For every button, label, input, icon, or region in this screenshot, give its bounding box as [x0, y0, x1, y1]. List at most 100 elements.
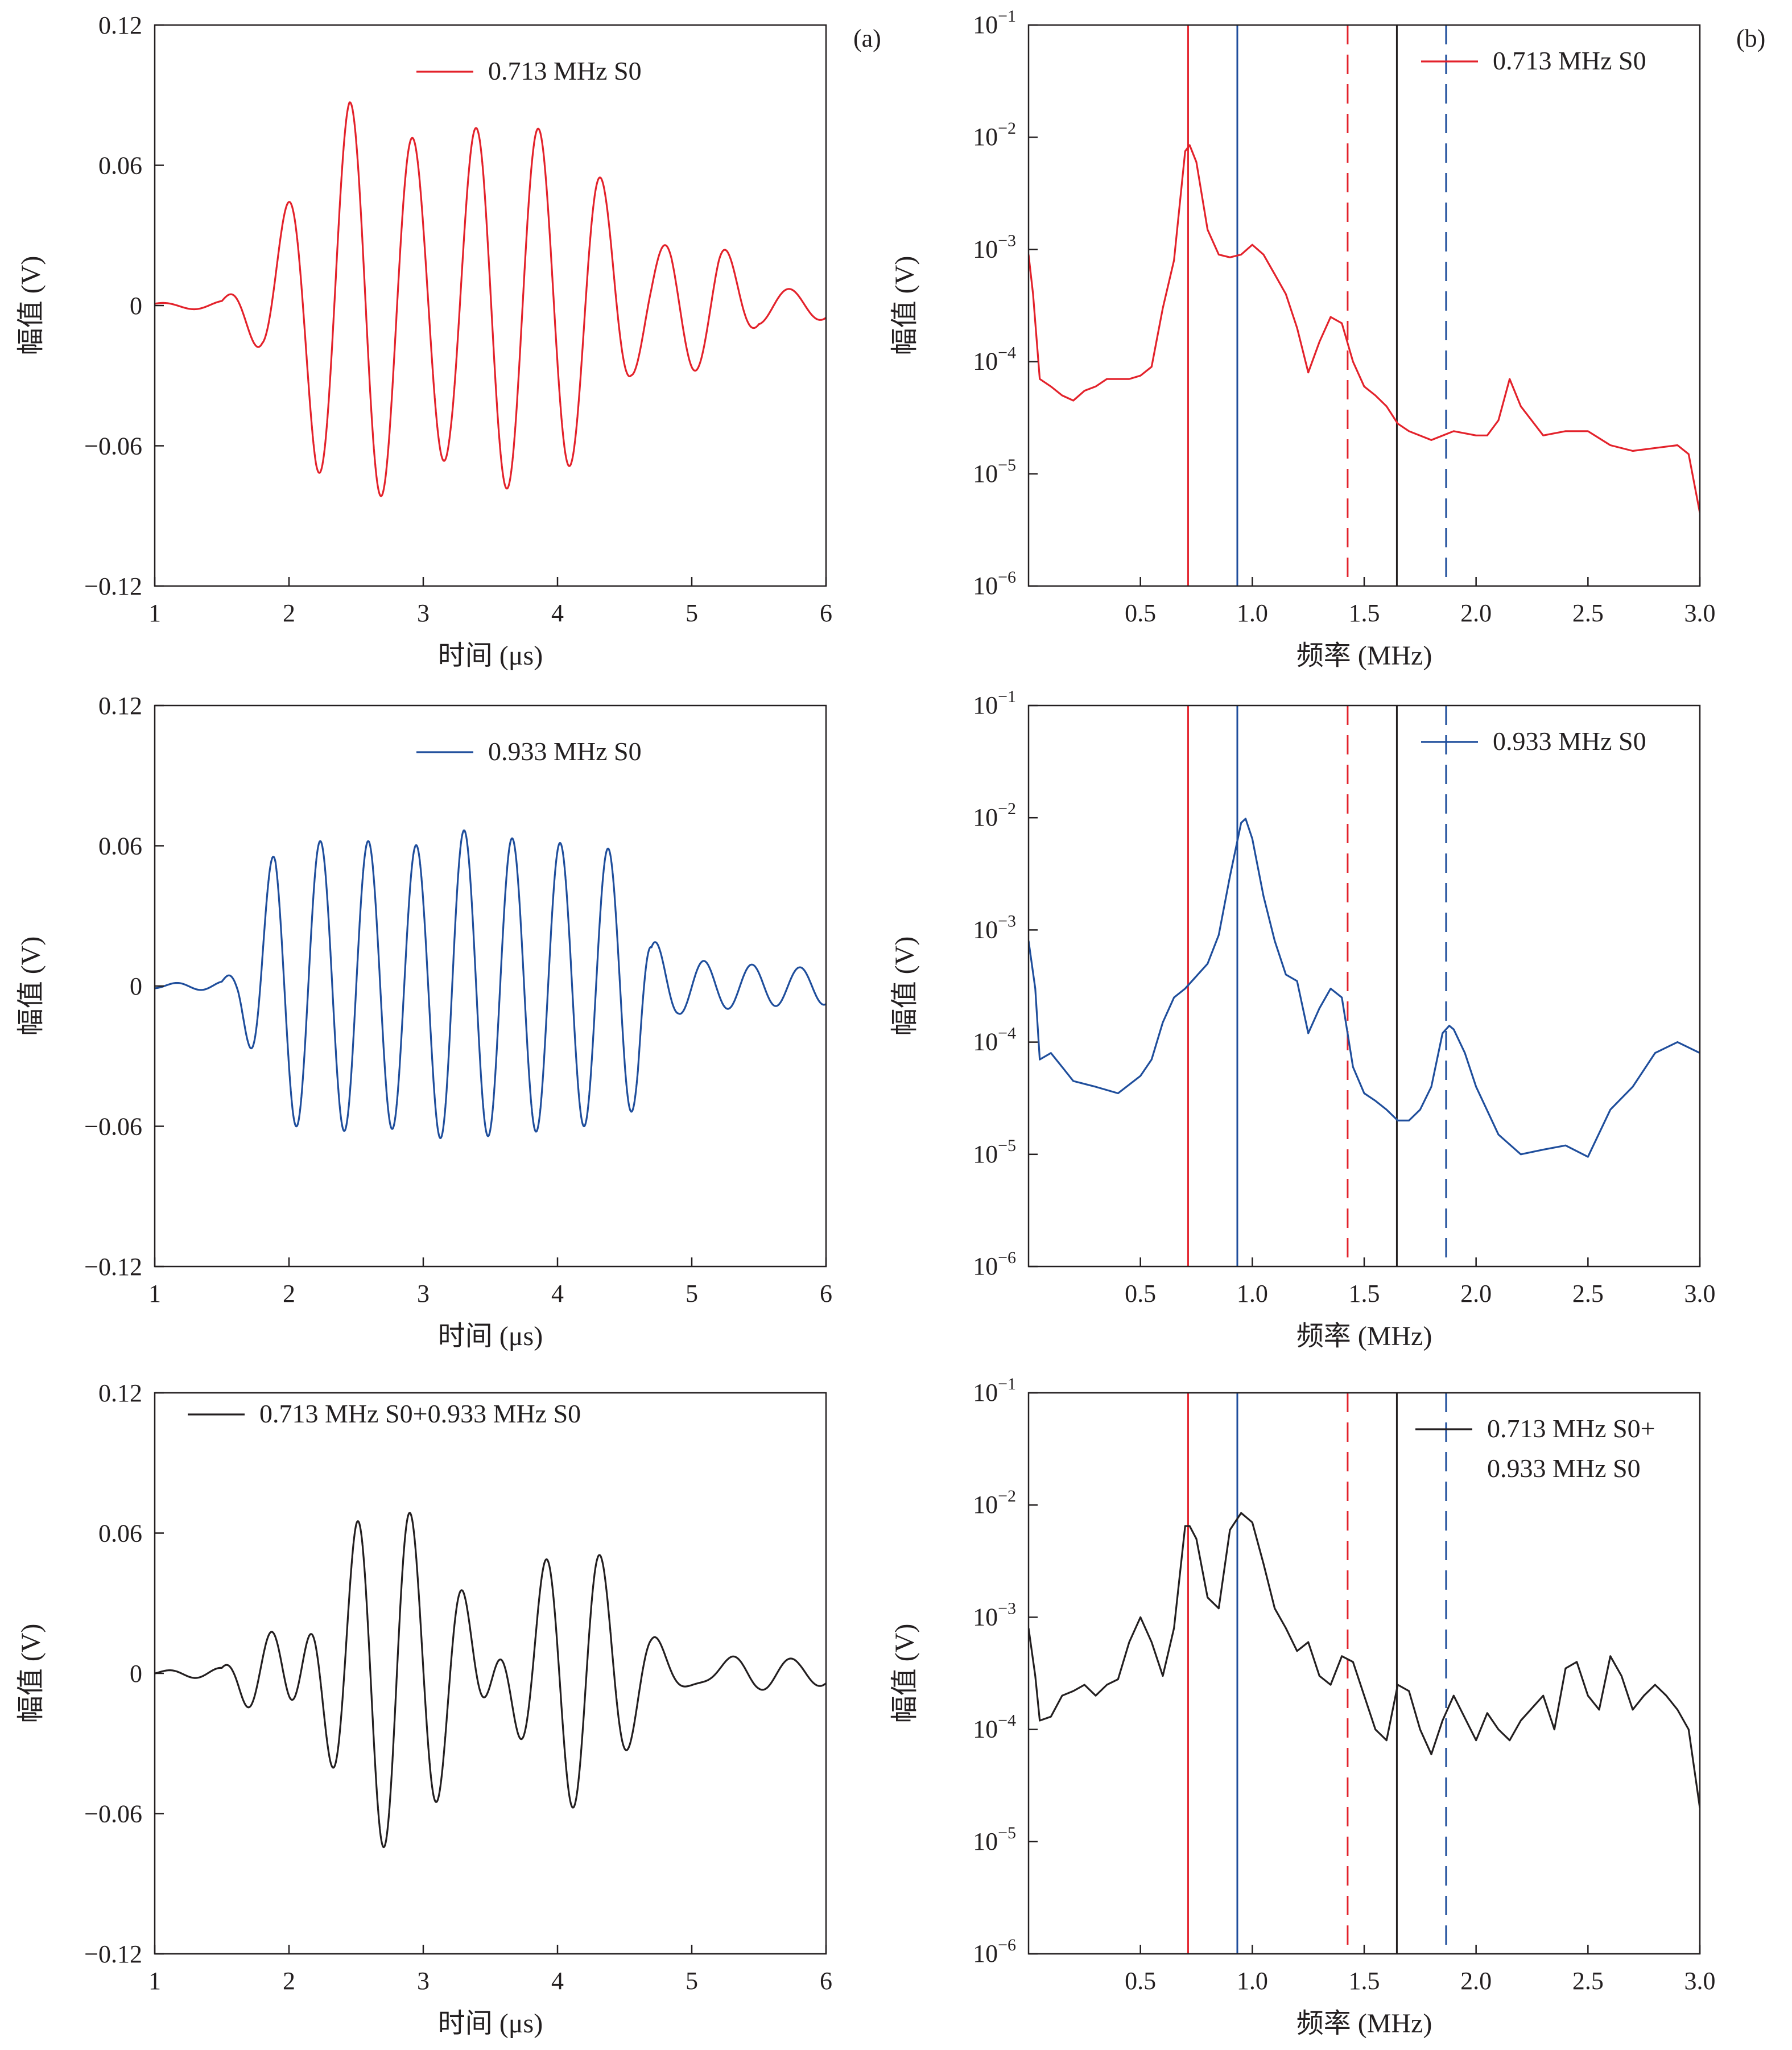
- legend: 0.933 MHz S0: [416, 737, 642, 766]
- y-tick-label: 0.06: [98, 1520, 142, 1548]
- x-tick-label: 1: [148, 1280, 161, 1307]
- y-tick-label: 10−4: [973, 1024, 1016, 1056]
- x-tick-label: 6: [820, 1280, 832, 1307]
- y-axis-label: 幅值 (V): [16, 937, 46, 1036]
- y-tick-label: −0.06: [84, 432, 142, 460]
- y-tick-label: −0.12: [84, 1940, 142, 1968]
- panel-label-b: (b): [1736, 24, 1765, 52]
- y-tick-label: 10−6: [973, 568, 1016, 600]
- y-tick-label: −0.06: [84, 1800, 142, 1828]
- y-tick-label: 10−4: [973, 1711, 1016, 1743]
- x-tick-label: 2.5: [1572, 1967, 1604, 1995]
- series-line: [155, 101, 826, 497]
- x-tick-label: 4: [551, 1967, 564, 1995]
- y-axis-label: 幅值 (V): [890, 937, 920, 1036]
- legend-label: 0.713 MHz S0: [1493, 46, 1646, 75]
- x-tick-label: 1.5: [1349, 599, 1380, 627]
- chart-freq-1: 0.5 1.0 1.5 2.0 2.5 3.0 10−1 10−2 10−3 10−4 10−5 10…: [890, 7, 1716, 671]
- x-tick-label: 0.5: [1125, 599, 1156, 627]
- x-tick-label: 3.0: [1684, 1280, 1716, 1307]
- y-tick-label: 10−5: [973, 456, 1016, 488]
- legend-label: 0.933 MHz S0: [1493, 727, 1646, 756]
- y-tick-label: 10−4: [973, 344, 1016, 376]
- legend: 0.713 MHz S0+0.933 MHz S0: [188, 1399, 581, 1428]
- x-axis-label: 时间 (μs): [438, 641, 543, 671]
- x-tick-label: 2.5: [1572, 1280, 1604, 1307]
- y-tick-label: 10−3: [973, 231, 1016, 263]
- plot-frame: [1027, 24, 1701, 587]
- plot-frame: [154, 704, 827, 1268]
- series-line: [155, 829, 826, 1140]
- chart-freq-2: 0.5 1.0 1.5 2.0 2.5 3.0 10−1 10−2 10−3 10−4 10−5 10…: [890, 687, 1716, 1351]
- x-tick-label: 5: [686, 599, 698, 627]
- y-tick-label: 0.12: [98, 1379, 142, 1407]
- y-tick-label: 10−5: [973, 1136, 1016, 1168]
- panel-label-a: (a): [853, 24, 881, 52]
- y-tick-label: 0: [130, 972, 142, 1000]
- chart-freq-3: 0.5 1.0 1.5 2.0 2.5 3.0 10−1 10−2 10−3 10−4 10−5 10…: [890, 1375, 1716, 2039]
- series-line: [1029, 1512, 1700, 1808]
- y-tick-label: −0.12: [84, 572, 142, 600]
- x-tick-label: 4: [551, 599, 564, 627]
- x-tick-label: 0.5: [1125, 1967, 1156, 1995]
- y-tick-label: −0.12: [84, 1253, 142, 1281]
- y-tick-label: 10−1: [973, 687, 1016, 719]
- series-line: [1029, 818, 1700, 1158]
- y-tick-label: 0.06: [98, 832, 142, 860]
- legend-label: 0.713 MHz S0+: [1487, 1414, 1655, 1443]
- plot-frame: [154, 1392, 827, 1955]
- y-axis-label: 幅值 (V): [890, 1624, 920, 1723]
- x-tick-label: 3.0: [1684, 1967, 1716, 1995]
- y-tick-label: 10−6: [973, 1248, 1016, 1280]
- y-axis-label: 幅值 (V): [890, 256, 920, 356]
- x-tick-label: 2.0: [1460, 1967, 1492, 1995]
- x-tick-label: 1: [148, 1967, 161, 1995]
- y-tick-label: −0.06: [84, 1113, 142, 1141]
- x-tick-label: 4: [551, 1280, 564, 1307]
- x-tick-label: 2: [283, 599, 295, 627]
- x-tick-label: 3.0: [1684, 599, 1716, 627]
- y-tick-label: 10−5: [973, 1824, 1016, 1855]
- y-tick-label: 0.12: [98, 11, 142, 39]
- y-tick-label: 10−6: [973, 1936, 1016, 1967]
- x-axis-label: 时间 (μs): [438, 1321, 543, 1351]
- y-tick-label: 10−2: [973, 799, 1016, 831]
- x-tick-label: 1: [148, 599, 161, 627]
- plot-frame: [1027, 704, 1701, 1268]
- y-axis-label: 幅值 (V): [16, 1624, 46, 1723]
- legend: 0.933 MHz S0: [1421, 727, 1646, 756]
- charts: 1 2 3 4 5 6 0.12 0.06 0 −0.06 −0.12 时间 (μs) 幅值 (V) 0.…: [16, 7, 1716, 2039]
- y-tick-label: 0: [130, 1660, 142, 1688]
- y-tick-label: 10−2: [973, 119, 1016, 151]
- x-tick-label: 1.5: [1349, 1967, 1380, 1995]
- x-tick-label: 3: [417, 1280, 430, 1307]
- x-tick-label: 3: [417, 599, 430, 627]
- x-tick-label: 1.0: [1237, 1967, 1268, 1995]
- y-tick-label: 10−3: [973, 1599, 1016, 1631]
- y-tick-label: 0: [130, 292, 142, 320]
- legend-label: 0.713 MHz S0: [488, 56, 642, 85]
- x-tick-label: 5: [686, 1967, 698, 1995]
- x-tick-label: 5: [686, 1280, 698, 1307]
- legend: 0.713 MHz S0: [1421, 46, 1646, 75]
- y-axis-label: 幅值 (V): [16, 256, 46, 356]
- y-tick-label: 10−3: [973, 911, 1016, 943]
- x-tick-label: 1.0: [1237, 599, 1268, 627]
- legend-label: 0.933 MHz S0: [488, 737, 642, 766]
- x-tick-label: 1.5: [1349, 1280, 1380, 1307]
- x-axis-label: 频率 (MHz): [1296, 2008, 1432, 2039]
- x-axis-label: 频率 (MHz): [1296, 641, 1432, 671]
- x-tick-label: 2: [283, 1280, 295, 1307]
- legend-label: 0.933 MHz S0: [1487, 1454, 1641, 1483]
- chart-time-2: 1 2 3 4 5 6 0.12 0.06 0 −0.06 −0.12 时间 (μs) 幅值 (V) 0.…: [16, 692, 832, 1351]
- x-tick-label: 2.5: [1572, 599, 1604, 627]
- x-tick-label: 0.5: [1125, 1280, 1156, 1307]
- x-axis-label: 时间 (μs): [438, 2008, 543, 2039]
- x-axis-label: 频率 (MHz): [1296, 1321, 1432, 1351]
- chart-time-1: 1 2 3 4 5 6 0.12 0.06 0 −0.06 −0.12 时间 (μs) 幅值 (V) 0.…: [16, 11, 832, 671]
- x-tick-label: 2.0: [1460, 599, 1492, 627]
- x-tick-label: 1.0: [1237, 1280, 1268, 1307]
- x-tick-label: 3: [417, 1967, 430, 1995]
- x-tick-label: 6: [820, 599, 832, 627]
